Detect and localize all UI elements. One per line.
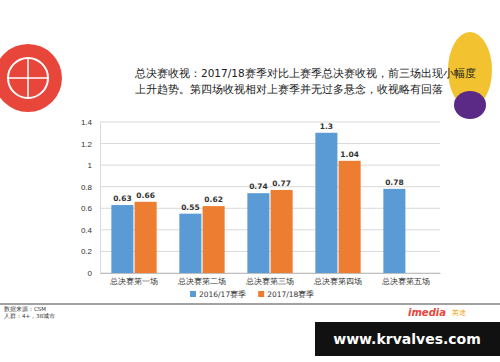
banner [315,322,500,356]
data-labels: 0.63 0.55 0.74 1.3 0.78 0.66 0.62 0.77 1.04 [113,122,404,212]
legend-item: 2017/18赛季 [258,290,314,299]
data-label: 1.3 [320,122,333,131]
y-tick-label: 0.8 [81,183,93,192]
brand-name: 英途 [452,309,466,317]
bar [271,190,293,273]
y-tick-label: 0.4 [81,226,93,235]
x-tick: 总决赛第四场 [313,273,362,286]
logo-circle [0,44,62,112]
y-tick: 1.2 [81,140,100,149]
y-tick-label: 1.4 [81,118,93,127]
logo-ball [8,58,48,98]
bar [383,189,405,273]
y-tick-label: 0.6 [81,204,93,213]
source: 数据来源：CSM [4,306,46,312]
x-tick-label: 总决赛第四场 [313,277,362,286]
grid-line [100,122,440,123]
y-tick: 1 [88,161,100,170]
legend-swatch [190,291,196,297]
y-tick-label: 1.2 [81,140,93,149]
y-tick-label: 0 [88,269,93,278]
y-tick-label: 0.2 [81,247,93,256]
data-label: 0.66 [136,191,155,200]
banner-text: www.krvalves.com [333,331,481,347]
logo-lines [8,58,48,98]
y-tick: 0.8 [81,183,100,192]
chart: 总决赛收视：2017/18赛季对比上赛季总决赛收视，前三场出现小幅度上升趋势。第… [0,0,500,362]
background [0,0,500,318]
bar [247,193,269,273]
x-axis-line [101,273,441,274]
legend-label: 2017/18赛季 [267,290,314,299]
x-tick: 总决赛第一场 [109,273,158,286]
audience: 人群：4+，38城市 [4,312,55,319]
bars [111,133,405,273]
legend-swatch [258,291,264,297]
bar [315,133,337,273]
x-tick-label: 总决赛第三场 [245,277,294,286]
brand-logo: imedia [408,307,446,318]
footer-line [0,304,500,305]
bar [339,161,361,273]
x-tick-label: 总决赛第一场 [109,277,158,286]
x-tick: 总决赛第三场 [245,273,294,286]
y-tick: 0 [88,269,100,278]
bar [135,202,157,273]
data-label: 0.74 [249,182,268,191]
data-label: 0.62 [204,195,223,204]
bar [179,214,201,273]
grid [100,122,440,273]
bar [111,205,133,273]
y-tick: 0.4 [81,226,100,235]
legend-label: 2016/17赛季 [199,290,246,299]
y-tick: 0.2 [81,247,100,256]
data-label: 1.04 [340,150,359,159]
grid-line [100,143,440,144]
title: 总决赛收视：2017/18赛季对比上赛季总决赛收视，前三场出现小幅度上升趋势。第… [134,67,476,95]
player-shape [454,91,486,119]
legend-item: 2016/17赛季 [190,290,246,299]
data-label: 0.55 [181,203,200,212]
x-tick-label: 总决赛第二场 [177,277,226,286]
data-label: 0.77 [272,179,291,188]
x-axis: 总决赛第一场 总决赛第二场 总决赛第三场 总决赛第四场 总决赛第五场 [101,273,441,286]
data-label: 0.63 [113,194,132,203]
y-axis: 0 0.2 0.4 0.6 0.8 1 1.2 1.4 [81,118,101,278]
x-tick: 总决赛第五场 [381,273,430,286]
y-tick: 1.4 [81,118,100,127]
data-label: 0.78 [385,178,404,187]
title-line: 总决赛收视：2017/18赛季对比上赛季总决赛收视，前三场出现小幅度 [134,67,476,79]
y-axis-line [100,123,101,274]
legend: 2016/17赛季 2017/18赛季 [190,290,314,299]
x-tick-label: 总决赛第五场 [381,277,430,286]
title-line: 上升趋势。第四场收视相对上赛季并无过多悬念，收视略有回落 [135,83,443,95]
y-tick-label: 1 [88,161,93,170]
bar [203,206,225,273]
x-tick: 总决赛第二场 [177,273,226,286]
grid-line [100,165,440,166]
y-tick: 0.6 [81,204,100,213]
